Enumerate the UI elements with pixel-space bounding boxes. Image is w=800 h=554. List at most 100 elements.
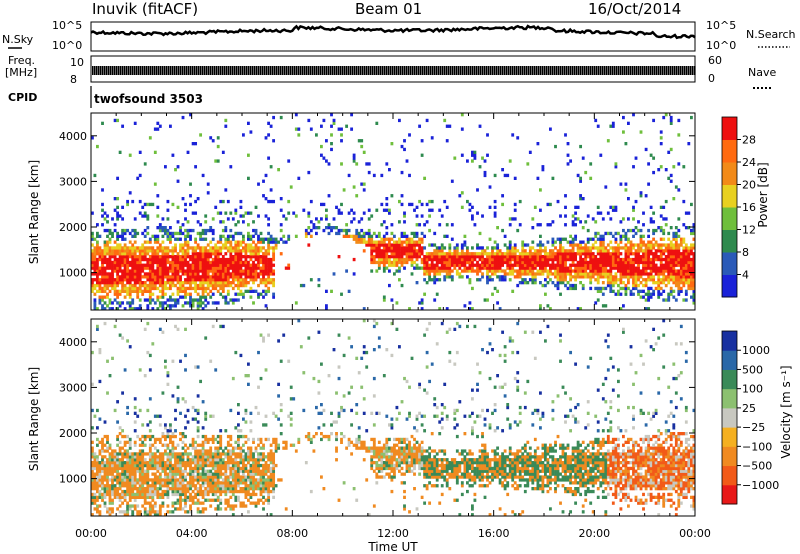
- range-time-cell: [179, 283, 182, 288]
- range-time-cell: [138, 475, 142, 479]
- range-time-cell: [649, 243, 653, 247]
- range-time-cell: [116, 466, 120, 471]
- range-time-cell: [589, 252, 593, 256]
- range-time-cell: [269, 263, 273, 267]
- range-time-cell: [599, 266, 603, 270]
- range-time-cell: [652, 156, 656, 160]
- range-time-cell: [410, 257, 414, 262]
- range-time-cell: [216, 136, 220, 140]
- range-time-cell: [164, 249, 167, 253]
- range-time-cell: [312, 223, 316, 227]
- range-time-cell: [682, 223, 686, 227]
- range-time-cell: [488, 205, 492, 209]
- range-time-cell: [164, 489, 167, 494]
- range-time-cell: [252, 249, 255, 253]
- range-time-cell: [521, 263, 525, 267]
- range-time-cell: [108, 252, 112, 256]
- range-time-cell: [111, 307, 114, 311]
- range-time-cell: [501, 202, 505, 207]
- range-time-cell: [400, 255, 404, 259]
- range-time-cell: [674, 281, 678, 285]
- range-time-cell: [237, 252, 240, 256]
- range-time-cell: [647, 266, 651, 270]
- range-time-cell: [614, 281, 618, 285]
- range-time-cell: [466, 199, 469, 204]
- range-time-cell: [659, 260, 663, 265]
- range-time-cell: [96, 478, 99, 482]
- nave-bar: [400, 66, 402, 75]
- range-time-cell: [101, 492, 104, 497]
- range-time-cell: [113, 286, 117, 291]
- range-time-cell: [272, 139, 276, 143]
- range-time-cell: [576, 249, 580, 253]
- range-time-cell: [292, 211, 296, 215]
- range-time-cell: [287, 199, 291, 204]
- range-time-cell: [244, 278, 248, 282]
- range-time-cell: [539, 208, 542, 212]
- range-time-cell: [584, 266, 588, 270]
- range-time-cell: [669, 269, 673, 273]
- range-time-cell: [184, 469, 187, 473]
- nave-bar: [580, 66, 582, 75]
- range-time-cell: [400, 263, 404, 267]
- range-time-cell: [158, 458, 162, 462]
- range-time-cell: [372, 260, 376, 265]
- range-time-cell: [151, 278, 155, 282]
- range-time-cell: [669, 255, 673, 259]
- range-time-cell: [146, 513, 150, 517]
- range-time-cell: [377, 240, 381, 244]
- range-time-cell: [503, 272, 507, 276]
- range-time-cell: [161, 301, 165, 305]
- range-time-cell: [649, 269, 653, 273]
- range-time-cell: [123, 498, 127, 502]
- range-time-cell: [564, 269, 567, 273]
- range-time-cell: [690, 246, 693, 250]
- nave-bar: [360, 66, 362, 75]
- range-time-cell: [158, 492, 162, 497]
- range-time-cell: [327, 194, 331, 198]
- range-time-cell: [96, 466, 99, 471]
- range-time-cell: [108, 237, 112, 241]
- range-time-cell: [91, 278, 94, 282]
- range-time-cell: [93, 301, 97, 305]
- range-time-cell: [171, 469, 175, 473]
- range-time-cell: [403, 249, 406, 253]
- nave-bar: [218, 66, 220, 75]
- range-time-cell: [521, 269, 525, 273]
- range-time-cell: [403, 240, 406, 244]
- range-time-cell: [151, 481, 155, 485]
- range-time-cell: [196, 272, 200, 276]
- range-time-cell: [204, 260, 208, 265]
- range-time-cell: [684, 260, 688, 265]
- range-time-cell: [151, 504, 155, 508]
- range-time-cell: [252, 246, 255, 250]
- range-time-cell: [242, 272, 245, 276]
- range-time-cell: [143, 246, 147, 250]
- nave-bar: [244, 66, 246, 75]
- range-time-cell: [662, 205, 666, 209]
- range-time-cell: [473, 255, 477, 259]
- range-time-cell: [209, 289, 213, 293]
- range-time-cell: [554, 252, 557, 256]
- range-time-cell: [372, 173, 376, 178]
- range-time-cell: [96, 234, 99, 238]
- range-time-cell: [101, 443, 104, 447]
- range-time-cell: [624, 286, 628, 291]
- range-time-cell: [659, 226, 663, 230]
- range-time-cell: [619, 260, 623, 265]
- range-time-cell: [267, 243, 271, 247]
- range-time-cell: [644, 292, 648, 296]
- range-time-cell: [287, 159, 291, 163]
- range-time-cell: [579, 194, 583, 198]
- range-time-cell: [196, 257, 200, 262]
- range-time-cell: [669, 121, 673, 125]
- range-time-cell: [146, 246, 150, 250]
- range-time-cell: [403, 214, 406, 218]
- range-time-cell: [503, 260, 507, 265]
- range-time-cell: [116, 492, 120, 497]
- range-time-cell: [116, 463, 120, 468]
- range-time-cell: [239, 289, 243, 293]
- range-time-cell: [179, 411, 182, 415]
- range-time-cell: [194, 249, 198, 253]
- range-time-cell: [674, 252, 678, 256]
